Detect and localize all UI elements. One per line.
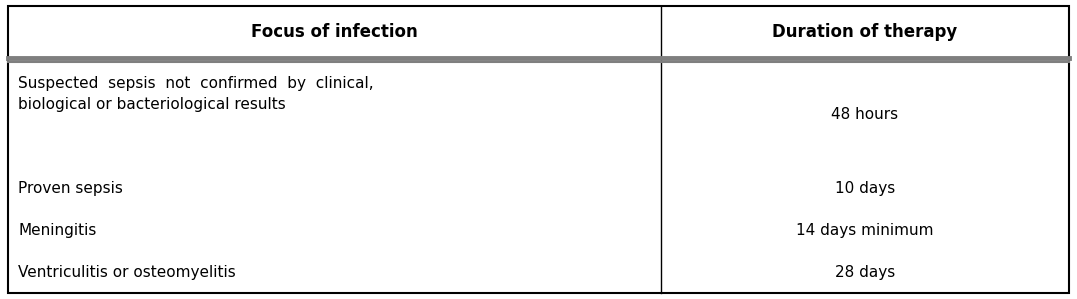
Text: 48 hours: 48 hours xyxy=(831,107,898,122)
Text: Duration of therapy: Duration of therapy xyxy=(772,23,957,41)
Text: Focus of infection: Focus of infection xyxy=(251,23,418,41)
Text: 28 days: 28 days xyxy=(835,265,895,280)
Text: Suspected  sepsis  not  confirmed  by  clinical,
biological or bacteriological r: Suspected sepsis not confirmed by clinic… xyxy=(18,76,374,112)
Text: Ventriculitis or osteomyelitis: Ventriculitis or osteomyelitis xyxy=(18,265,236,280)
Text: 10 days: 10 days xyxy=(835,181,895,196)
Text: Proven sepsis: Proven sepsis xyxy=(18,181,123,196)
Text: Meningitis: Meningitis xyxy=(18,222,96,237)
Text: 14 days minimum: 14 days minimum xyxy=(796,222,934,237)
